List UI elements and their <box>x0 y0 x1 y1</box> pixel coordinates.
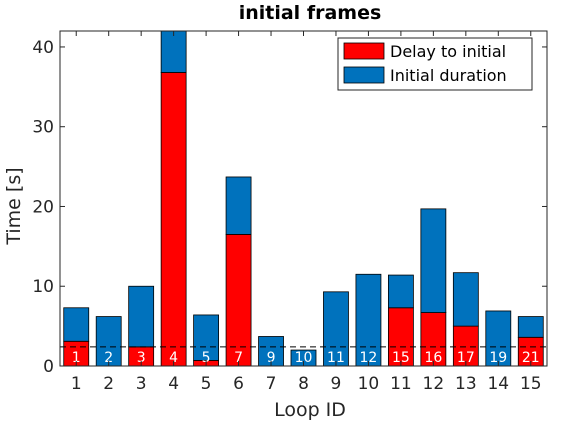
y-tick-label: 40 <box>32 38 54 58</box>
y-tick-label: 10 <box>32 277 54 297</box>
x-tick-label: 8 <box>298 374 309 394</box>
x-tick-label: 4 <box>168 374 179 394</box>
x-tick-label: 12 <box>423 374 445 394</box>
bar-value-label: 5 <box>202 350 211 366</box>
bar-value-label: 1 <box>72 350 81 366</box>
x-tick-label: 13 <box>455 374 477 394</box>
bar-duration-4 <box>160 31 187 73</box>
bars-layer: 1 2 3 4 5 7 9 10 11 12 15 16 17 19 21 <box>60 31 547 366</box>
bar-value-label: 4 <box>169 350 178 366</box>
bar-delay-4 <box>160 72 187 366</box>
bar-group: 1 2 3 4 5 7 9 10 11 12 15 16 17 19 21 <box>60 31 547 366</box>
bar-value-label: 12 <box>360 350 378 366</box>
y-axis-label: Time [s] <box>3 167 25 245</box>
bar-value-label: 3 <box>137 350 146 366</box>
legend-swatch <box>343 66 385 84</box>
legend: Delay to initial Initial duration <box>337 37 533 91</box>
y-tick-label: 0 <box>43 357 54 377</box>
x-tick-label: 11 <box>390 374 412 394</box>
x-tick-label: 15 <box>520 374 542 394</box>
x-tick-label: 3 <box>136 374 147 394</box>
legend-entry: Initial duration <box>390 66 507 85</box>
bar-duration-1 <box>63 307 90 342</box>
bar-duration-10 <box>355 273 382 366</box>
bar-value-label: 21 <box>522 350 540 366</box>
x-tick-label: 1 <box>71 374 82 394</box>
bar-duration-9 <box>323 291 349 366</box>
bar-duration-2 <box>95 316 122 366</box>
x-tick-label: 9 <box>331 374 342 394</box>
bar-delay-12 <box>420 312 447 366</box>
bar-duration-11 <box>387 274 414 309</box>
x-tick-label: 14 <box>487 374 509 394</box>
bar-duration-15 <box>517 316 544 338</box>
x-axis-label: Loop ID <box>274 399 346 421</box>
bar-duration-12 <box>420 208 447 313</box>
legend-swatch <box>343 42 385 60</box>
bar-value-label: 7 <box>234 350 243 366</box>
y-tick-label: 30 <box>32 118 54 138</box>
bar-duration-3 <box>128 285 155 348</box>
bar-duration-6 <box>225 176 252 235</box>
x-tick-label: 2 <box>103 374 114 394</box>
bar-duration-14 <box>485 310 512 366</box>
bar-duration-13 <box>452 272 479 327</box>
bar-delay-6 <box>225 233 252 366</box>
x-tick-label: 5 <box>201 374 212 394</box>
bar-value-label: 17 <box>457 350 475 366</box>
x-tick-label: 7 <box>266 374 277 394</box>
bar-delay-11 <box>387 307 414 366</box>
bar-duration-5 <box>193 314 220 361</box>
bar-value-label: 16 <box>424 350 442 366</box>
bar-value-label: 9 <box>267 350 276 366</box>
bar-value-label: 11 <box>327 350 345 366</box>
y-tick-label: 20 <box>32 197 54 217</box>
bar-value-label: 2 <box>104 350 113 366</box>
x-tick-label: 6 <box>233 374 244 394</box>
x-tick-label: 10 <box>358 374 380 394</box>
legend-entry: Delay to initial <box>390 42 506 61</box>
bar-value-label: 19 <box>489 350 507 366</box>
bar-value-label: 15 <box>392 350 410 366</box>
bar-value-label: 10 <box>295 350 313 366</box>
chart-title: initial frames <box>239 2 382 24</box>
